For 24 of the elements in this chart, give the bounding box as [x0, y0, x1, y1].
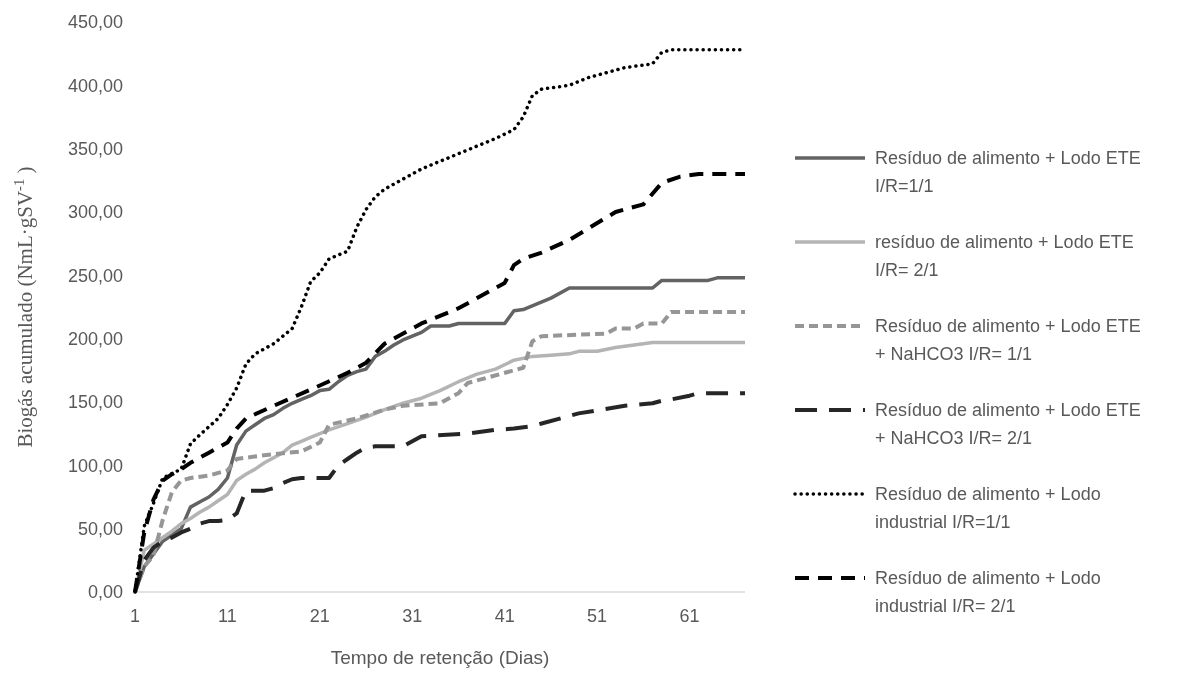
- y-tick-label: 150,00: [67, 392, 123, 413]
- y-tick-label: 250,00: [67, 265, 123, 286]
- legend-label: resíduo de alimento + Lodo ETE I/R= 2/1: [875, 232, 1134, 281]
- x-axis-title: Tempo de retenção (Dias): [330, 647, 550, 668]
- x-tick-label: 51: [587, 606, 608, 626]
- y-tick-label: 450,00: [67, 12, 123, 33]
- x-tick-label: 31: [402, 606, 423, 626]
- y-tick-label: 350,00: [67, 138, 123, 159]
- y-tick-label: 50,00: [77, 518, 123, 539]
- y-tick-label: 400,00: [67, 75, 123, 96]
- y-tick-label: 0,00: [87, 582, 123, 603]
- legend-label: Resíduo de alimento + Lodo industrial I/R= 2/1: [875, 568, 1101, 617]
- x-tick-label: 1: [129, 606, 141, 626]
- legend-label: Resíduo de alimento + Lodo industrial I/R=1/1: [875, 484, 1101, 533]
- legend-label: Resíduo de alimento + Lodo ETE + NaHCO3 I/R= 2/1: [875, 400, 1141, 449]
- x-tick-label: 61: [679, 606, 700, 626]
- y-tick-label: 200,00: [67, 328, 123, 349]
- x-tick-label: 11: [218, 606, 237, 626]
- legend-label: Resíduo de alimento + Lodo ETE + NaHCO3 I/R= 1/1: [875, 316, 1141, 365]
- legend-label: Resíduo de alimento + Lodo ETE I/R=1/1: [875, 148, 1141, 197]
- y-tick-label: 300,00: [67, 202, 123, 223]
- y-tick-label: 100,00: [67, 455, 123, 476]
- x-tick-label: 21: [309, 606, 330, 626]
- x-tick-label: 41: [494, 606, 515, 626]
